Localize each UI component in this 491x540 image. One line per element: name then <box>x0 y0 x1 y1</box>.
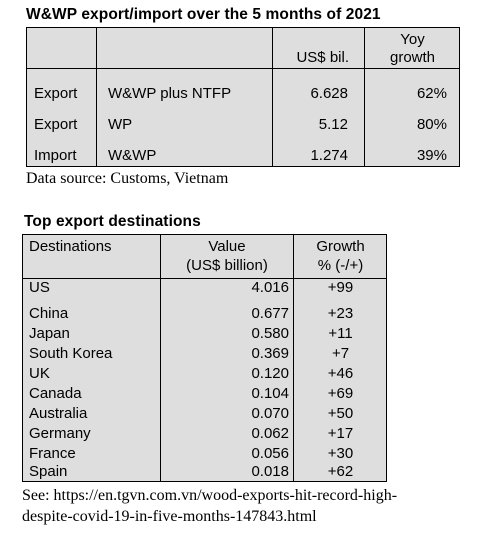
header-value: US$ bil. <box>296 49 349 66</box>
country: Australia <box>29 405 88 422</box>
row-value: 6.628 <box>310 85 348 102</box>
value: 0.056 <box>251 445 289 462</box>
header-growth: Yoy <box>400 31 425 48</box>
value: 0.062 <box>251 425 289 442</box>
row-product: WP <box>108 116 133 133</box>
table-row: Spain 0.018 +62 <box>23 463 386 482</box>
growth: +7 <box>331 345 350 362</box>
export-import-title: W&WP export/import over the 5 months of … <box>26 6 381 23</box>
row-value: 1.274 <box>310 147 348 164</box>
row-type: Export <box>34 116 78 133</box>
row-type: Import <box>34 147 77 164</box>
header-divider <box>23 278 386 279</box>
column-divider <box>293 235 294 481</box>
export-import-table: US$ bil. Yoy growth Export W&WP plus NTF… <box>26 27 460 167</box>
table-row: UK 0.120 +46 <box>23 365 386 384</box>
country: Japan <box>29 325 70 342</box>
destinations-title: Top export destinations <box>24 213 201 230</box>
row-growth: 80% <box>416 116 447 133</box>
growth: +50 <box>327 405 354 422</box>
table-row: South Korea 0.369 +7 <box>23 345 386 364</box>
table-row: Australia 0.070 +50 <box>23 405 386 424</box>
table-row: Japan 0.580 +11 <box>23 325 386 344</box>
country: Germany <box>29 425 91 442</box>
row-product: W&WP <box>108 147 157 164</box>
country: US <box>29 279 50 296</box>
growth: +30 <box>327 445 354 462</box>
country: UK <box>29 365 50 382</box>
column-divider <box>272 28 273 166</box>
value: 0.018 <box>251 463 289 480</box>
country: South Korea <box>29 345 113 362</box>
destinations-table: Destinations Value (US$ billion) Growth … <box>22 234 387 482</box>
country: Spain <box>29 463 68 480</box>
growth: +23 <box>327 305 354 322</box>
value: 0.580 <box>251 325 289 342</box>
row-type: Export <box>34 85 78 102</box>
row-product: W&WP plus NTFP <box>108 85 232 102</box>
growth: +62 <box>327 463 354 480</box>
column-divider <box>96 28 97 166</box>
column-divider <box>160 235 161 481</box>
value: 4.016 <box>251 279 289 296</box>
growth: +46 <box>327 365 354 382</box>
column-divider <box>364 28 365 166</box>
data-source-caption: Data source: Customs, Vietnam <box>26 170 229 187</box>
growth: +11 <box>328 325 353 342</box>
table-row: China 0.677 +23 <box>23 305 386 324</box>
growth: +69 <box>327 385 354 402</box>
growth: +17 <box>327 425 354 442</box>
source-link-line1: See: https://en.tgvn.com.vn/wood-exports… <box>22 487 398 504</box>
growth: +99 <box>327 279 354 296</box>
header-growth: growth <box>389 49 436 66</box>
country: France <box>29 445 76 462</box>
header-divider <box>27 68 459 69</box>
row-growth: 39% <box>416 147 447 164</box>
table-row: Canada 0.104 +69 <box>23 385 386 404</box>
source-link-line2: despite-covid-19-in-five-months-147843.h… <box>22 508 317 525</box>
table-row: Germany 0.062 +17 <box>23 425 386 444</box>
value: 0.070 <box>251 405 289 422</box>
header-growth: Growth <box>316 238 365 255</box>
value: 0.677 <box>251 305 289 322</box>
row-value: 5.12 <box>318 116 348 133</box>
value: 0.104 <box>251 385 289 402</box>
header-growth: % (-/+) <box>317 257 364 274</box>
header-value: Value <box>208 238 246 255</box>
table-row: France 0.056 +30 <box>23 445 386 464</box>
country: Canada <box>29 385 82 402</box>
value: 0.120 <box>251 365 289 382</box>
value: 0.369 <box>251 345 289 362</box>
header-destinations: Destinations <box>29 238 112 255</box>
row-growth: 62% <box>416 85 447 102</box>
table-row: US 4.016 +99 <box>23 279 386 298</box>
header-value: (US$ billion) <box>186 257 268 274</box>
country: China <box>29 305 69 322</box>
